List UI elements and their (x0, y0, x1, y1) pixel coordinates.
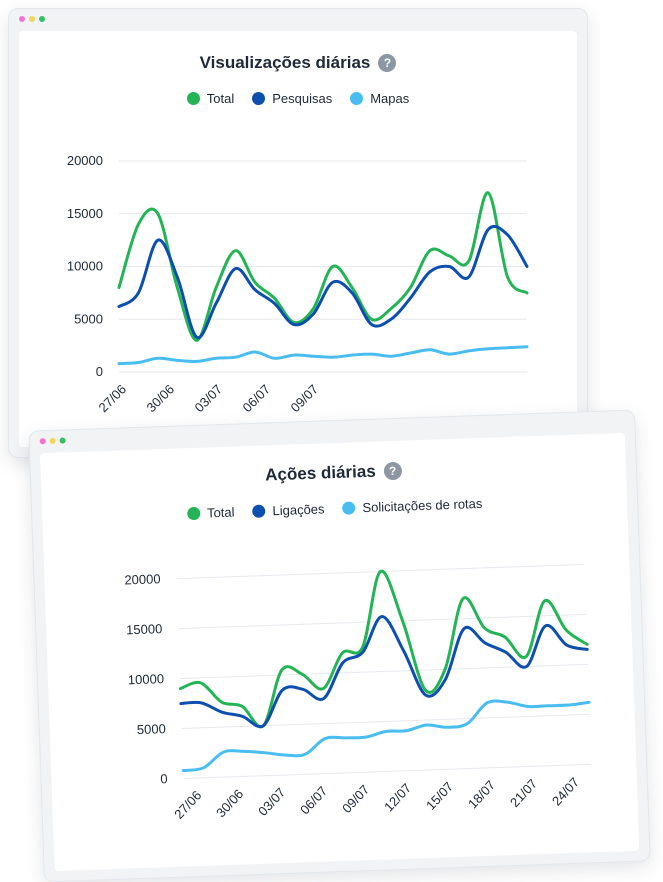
window-controls (39, 437, 66, 445)
x-tick-label: 09/07 (288, 382, 322, 416)
legend-label: Pesquisas (272, 91, 333, 106)
x-tick-label: 06/07 (297, 783, 330, 817)
legend-item-total[interactable]: Total (186, 91, 235, 106)
y-tick-label: 5000 (74, 311, 103, 326)
x-tick-label: 03/07 (255, 785, 288, 819)
legend-label: Mapas (370, 91, 410, 106)
legend-item-mapas[interactable]: Mapas (350, 91, 409, 106)
y-tick-label: 10000 (67, 259, 103, 274)
legend-label: Total (206, 91, 235, 106)
maximize-dot-icon[interactable] (59, 437, 66, 444)
legend-swatch-icon (350, 92, 364, 105)
daily-actions-window: Ações diárias ? Total Ligações Solicitaç… (28, 409, 651, 882)
minimize-dot-icon[interactable] (29, 16, 35, 22)
line-chart-plot: 0 5000 10000 15000 20000 27/06 30/06 03/07 06/07… (124, 563, 592, 822)
y-tick-label: 20000 (67, 153, 103, 168)
y-tick-label: 0 (160, 771, 168, 786)
y-tick-label: 10000 (128, 671, 165, 687)
chart-header: Visualizações diárias ? (19, 53, 577, 73)
chart-legend: Total Pesquisas Mapas (19, 91, 577, 106)
y-tick-label: 5000 (137, 721, 166, 737)
x-tick-label: 27/06 (96, 382, 130, 416)
legend-item-pesquisas[interactable]: Pesquisas (252, 91, 332, 106)
x-tick-label: 30/06 (144, 382, 178, 416)
x-tick-label: 09/07 (339, 782, 372, 816)
x-tick-label: 12/07 (381, 780, 414, 814)
window-controls (19, 16, 45, 22)
y-tick-label: 0 (96, 364, 103, 379)
close-dot-icon[interactable] (39, 438, 46, 445)
y-tick-label: 20000 (124, 571, 161, 587)
x-tick-label: 03/07 (192, 382, 226, 416)
chart-card: Ações diárias ? Total Ligações Solicitaç… (40, 432, 640, 872)
series-line-2 (117, 225, 529, 339)
gridline (181, 713, 590, 730)
daily-views-window: Visualizações diárias ? Total Pesquisas … (8, 8, 588, 458)
gridline (183, 763, 592, 780)
minimize-dot-icon[interactable] (49, 437, 56, 444)
y-tick-label: 15000 (126, 621, 163, 637)
series-line-3 (117, 345, 529, 366)
x-tick-label: 24/07 (549, 775, 582, 809)
series-line-3 (181, 699, 591, 773)
chart-card: Visualizações diárias ? Total Pesquisas … (19, 31, 577, 447)
y-tick-label: 15000 (67, 206, 103, 221)
legend-swatch-icon (186, 92, 200, 105)
x-tick-label: 15/07 (423, 779, 456, 813)
series-line-1 (117, 191, 529, 342)
x-tick-label: 30/06 (213, 786, 246, 820)
maximize-dot-icon[interactable] (39, 16, 45, 22)
x-tick-label: 27/06 (171, 788, 204, 822)
close-dot-icon[interactable] (19, 16, 25, 22)
gridline (178, 613, 587, 630)
legend-swatch-icon (252, 92, 266, 105)
x-tick-label: 06/07 (240, 382, 274, 416)
x-tick-label: 18/07 (465, 777, 498, 811)
x-tick-label: 21/07 (507, 776, 540, 810)
help-icon[interactable]: ? (378, 54, 397, 72)
series-line-2 (179, 614, 589, 729)
line-chart-plot: 0 5000 10000 15000 20000 27/06 30/06 03/07 06/07… (67, 153, 529, 416)
series-line-1 (178, 570, 589, 729)
chart-title: Visualizações diárias (199, 53, 371, 72)
